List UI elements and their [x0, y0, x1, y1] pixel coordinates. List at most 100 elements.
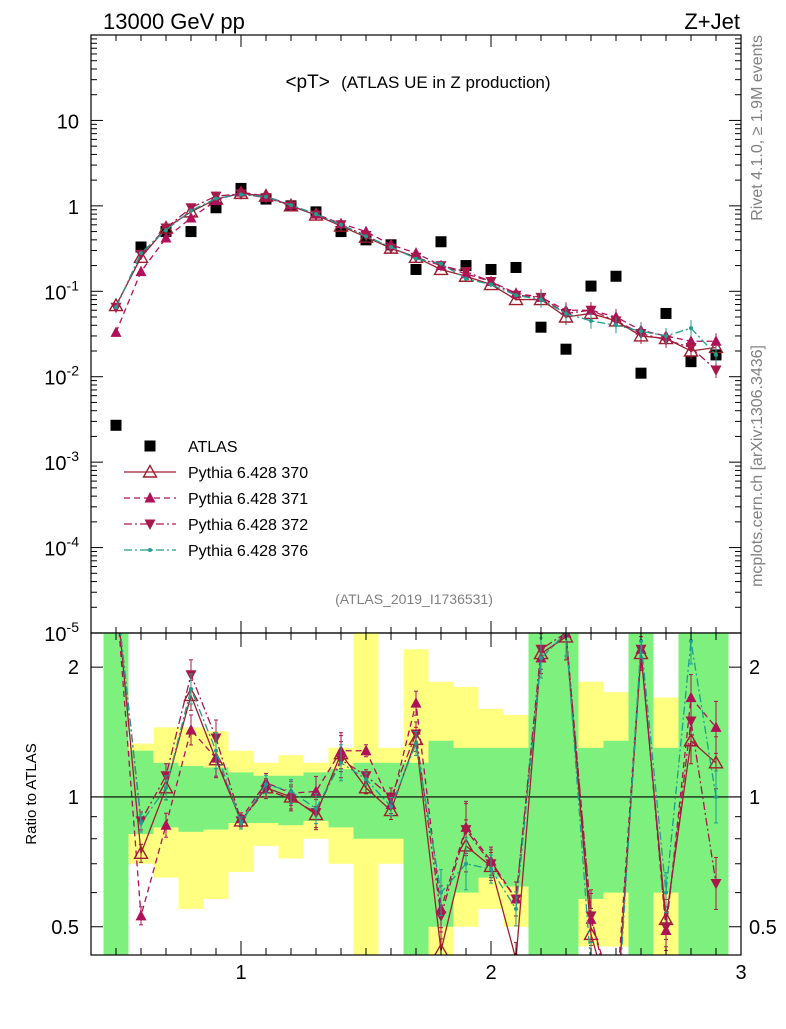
ratio-point-p376 [114, 589, 118, 593]
point-p376 [464, 276, 468, 281]
point-p371 [135, 265, 147, 277]
point-data [185, 226, 197, 238]
ratio-point-p371 [111, 585, 122, 596]
ratio-point-p376 [414, 741, 418, 746]
legend-marker-p370 [142, 464, 158, 478]
y-tick-exponent: -1 [67, 277, 80, 293]
y-tick-base: 10 [44, 539, 66, 561]
ratio-point-p371 [685, 691, 697, 703]
point-p376 [439, 261, 443, 266]
ratio-point-p370 [110, 585, 123, 597]
ratio-point-p371 [360, 744, 372, 756]
main-series-group [108, 182, 724, 431]
point-p376 [539, 297, 543, 302]
point-data [460, 260, 472, 272]
legend-label-p371: Pythia 6.428 371 [188, 491, 308, 508]
point-data [510, 261, 522, 273]
point-data [410, 263, 422, 275]
point-p372 [460, 267, 472, 278]
ratio-y-tick-label-left: 0.5 [51, 917, 79, 939]
legend-marker-p372 [144, 519, 156, 530]
y-tick-base: 10 [44, 282, 66, 304]
point-data [210, 202, 222, 214]
ratio-plot-area [91, 585, 741, 1024]
point-p376 [264, 194, 268, 199]
ratio-point-p372 [435, 911, 447, 922]
point-p372 [710, 365, 722, 376]
ratio-point-p376 [664, 890, 668, 895]
point-data [110, 419, 122, 431]
uncertainty-band-inner [403, 762, 429, 955]
ratio-point-p376 [364, 777, 368, 782]
y-tick-base: 10 [57, 111, 79, 133]
point-p376 [689, 326, 693, 331]
ratio-point-p372 [611, 1018, 622, 1024]
mcplots-label: mcplots.cern.ch [arXiv:1306.3436] [749, 345, 766, 587]
y-tick-base: 10 [44, 453, 66, 475]
ratio-point-p371 [611, 999, 622, 1010]
y-tick-base: 1 [68, 197, 79, 219]
point-data [485, 263, 497, 275]
ratio-point-p376 [189, 686, 193, 691]
point-data [435, 236, 447, 248]
point-p376 [564, 311, 568, 316]
ratio-point-p376 [339, 760, 343, 765]
point-p376 [389, 244, 393, 249]
point-data [660, 307, 672, 319]
ratio-point-p372 [710, 878, 722, 890]
ratio-point-p370 [434, 942, 448, 955]
ratio-point-p371 [310, 785, 322, 796]
legend-label-p376: Pythia 6.428 376 [188, 543, 308, 560]
ratio-point-p376 [239, 821, 243, 826]
point-data [535, 321, 547, 333]
point-p372 [185, 203, 197, 214]
uncertainty-band-inner [603, 740, 629, 893]
y-tick-exponent: -4 [67, 534, 80, 550]
ratio-point-p370 [610, 1016, 623, 1024]
ratio-point-p372 [111, 587, 122, 598]
point-p372 [585, 305, 597, 317]
ratio-point-p376 [639, 638, 643, 643]
point-p372 [485, 277, 497, 288]
ratio-point-p376 [439, 890, 443, 895]
ratio-point-p376 [389, 804, 393, 809]
legend-marker-p376 [148, 548, 152, 552]
ratio-point-p376 [589, 967, 593, 971]
y-tick-base: 10 [44, 368, 66, 390]
ratio-point-p376 [164, 785, 168, 790]
point-p376 [639, 329, 643, 334]
point-p376 [514, 293, 518, 298]
point-p376 [414, 256, 418, 261]
ratio-point-p371 [710, 721, 722, 732]
ratio-y-tick-label-left: 2 [68, 657, 79, 679]
ratio-y-tick-label-right: 1 [749, 787, 760, 809]
y-tick-exponent: -5 [67, 619, 80, 635]
y-tick-label: 1 [68, 197, 79, 219]
y-tick-label: 10-4 [44, 534, 79, 561]
ratio-point-p372 [685, 716, 697, 728]
legend-label-data: ATLAS [188, 439, 238, 456]
legend-label-p372: Pythia 6.428 372 [188, 517, 308, 534]
ratio-point-p370 [708, 754, 724, 769]
point-p376 [489, 282, 493, 287]
point-data [135, 241, 147, 253]
point-p371 [710, 335, 722, 346]
ratio-point-p376 [689, 638, 693, 643]
point-p370 [508, 291, 524, 306]
ratio-point-p371 [135, 909, 147, 921]
y-tick-base: 10 [44, 624, 66, 646]
ratio-point-p370 [358, 779, 374, 794]
ratio-point-p372 [460, 825, 472, 836]
point-p376 [289, 203, 293, 208]
y-tick-label: 10-3 [44, 448, 79, 475]
uncertainty-band-inner [653, 747, 679, 893]
ratio-point-p376 [514, 906, 518, 911]
ratio-point-p371 [160, 819, 172, 830]
ratio-y-tick-label-right: 0.5 [749, 917, 777, 939]
point-p376 [364, 234, 368, 239]
ratio-y-tick-label-left: 1 [68, 787, 79, 809]
rivet-version-label: Rivet 4.1.0, ≥ 1.9M events [749, 35, 766, 221]
ratio-frame [90, 632, 742, 956]
point-p371 [160, 232, 172, 243]
plot-title-main: <pT> [285, 72, 329, 93]
